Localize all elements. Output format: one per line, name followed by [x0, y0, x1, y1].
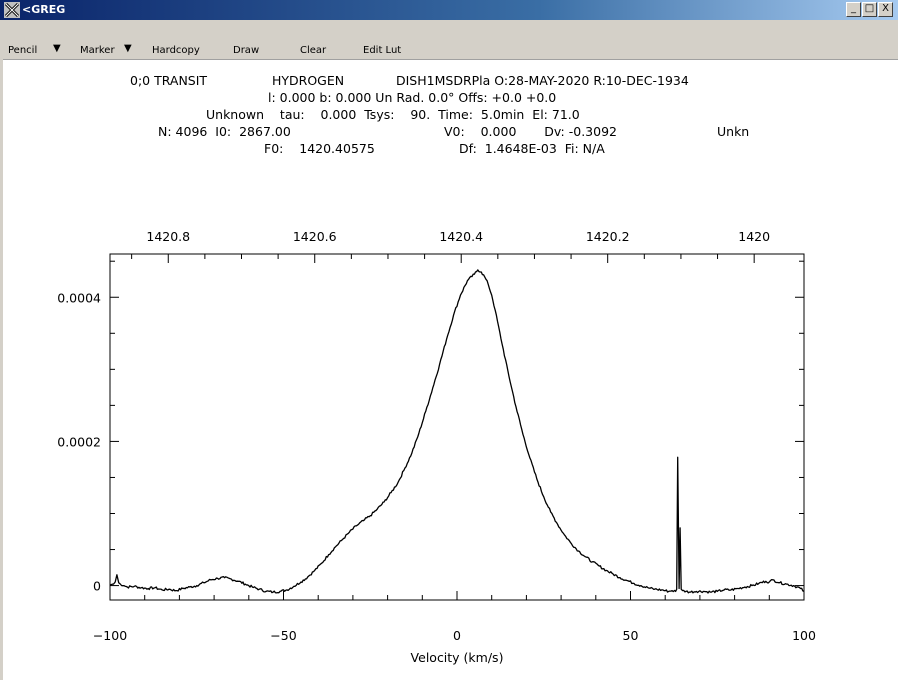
menu-bar	[0, 20, 898, 60]
spectrum-line	[109, 269, 805, 594]
header-rest-frequency: F0: 1420.40575	[264, 141, 375, 156]
top-axis-tick-labels: 1420.8 1420.6 1420.4 1420.2 1420	[146, 229, 770, 244]
marker-menu[interactable]: Marker	[80, 45, 115, 56]
y-tick-label: 0	[93, 579, 101, 594]
clear-button[interactable]: Clear	[300, 45, 327, 56]
window-left-border	[0, 59, 3, 680]
header-calibration: Unknown tau: 0.000 Tsys: 90. Time: 5.0mi…	[206, 107, 580, 122]
header-source: 0;0 TRANSIT	[130, 73, 208, 88]
top-tick-label: 1420.6	[293, 229, 337, 244]
edit-lut-button[interactable]: Edit Lut	[363, 45, 402, 56]
hardcopy-button[interactable]: Hardcopy	[152, 45, 200, 56]
window-titlebar[interactable]: <GREG _ □ X	[0, 0, 898, 20]
header-frequency-step: Df: 1.4648E-03 Fi: N/A	[459, 141, 605, 156]
axis-ticks	[109, 254, 805, 600]
window-title: <GREG	[22, 3, 66, 16]
top-tick-label: 1420.4	[439, 229, 483, 244]
header-channels: N: 4096 I0: 2867.00	[158, 124, 291, 139]
draw-button[interactable]: Draw	[233, 45, 260, 56]
y-tick-label: 0.0004	[57, 290, 101, 305]
pencil-dropdown-icon[interactable]: ▼	[53, 43, 61, 54]
top-tick-label: 1420	[738, 229, 770, 244]
x11-icon	[4, 2, 20, 18]
header-velocity: V0: 0.000 Dv: -0.3092	[444, 124, 617, 139]
header-coords: l: 0.000 b: 0.000 Un Rad. 0.0° Offs: +0.…	[268, 90, 557, 105]
x-tick-label: 100	[792, 628, 816, 643]
y-tick-label: 0.0002	[57, 434, 101, 449]
pencil-menu[interactable]: Pencil	[8, 45, 38, 56]
maximize-button[interactable]: □	[862, 2, 877, 17]
marker-dropdown-icon[interactable]: ▼	[124, 43, 132, 54]
x-tick-label: 0	[453, 628, 461, 643]
x-tick-label: 50	[623, 628, 639, 643]
top-tick-label: 1420.2	[586, 229, 630, 244]
x-tick-label: −100	[93, 628, 127, 643]
x-axis-label: Velocity (km/s)	[411, 650, 504, 665]
top-tick-label: 1420.8	[146, 229, 190, 244]
header-line: HYDROGEN	[272, 73, 345, 88]
axis-tick-labels: −100 −50 0 50 100 0 0.0002 0.0004	[57, 290, 816, 643]
close-button[interactable]: X	[878, 2, 893, 17]
header-frame: Unkn	[717, 124, 750, 139]
x-tick-label: −50	[270, 628, 296, 643]
header-telescope: DISH1MSDRPla O:28-MAY-2020 R:10-DEC-1934	[396, 73, 689, 88]
minimize-button[interactable]: _	[846, 2, 861, 17]
